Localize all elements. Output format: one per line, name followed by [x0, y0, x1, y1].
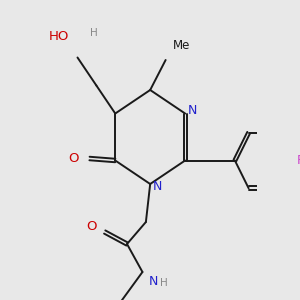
Text: O: O — [86, 220, 97, 232]
Text: N: N — [152, 179, 162, 193]
Text: N: N — [148, 275, 158, 288]
Text: Me: Me — [172, 39, 190, 52]
Text: H: H — [89, 28, 97, 38]
Text: H: H — [160, 278, 167, 288]
Text: F: F — [297, 154, 300, 167]
Text: HO: HO — [49, 31, 69, 44]
Text: N: N — [187, 104, 197, 117]
Text: O: O — [69, 152, 79, 165]
